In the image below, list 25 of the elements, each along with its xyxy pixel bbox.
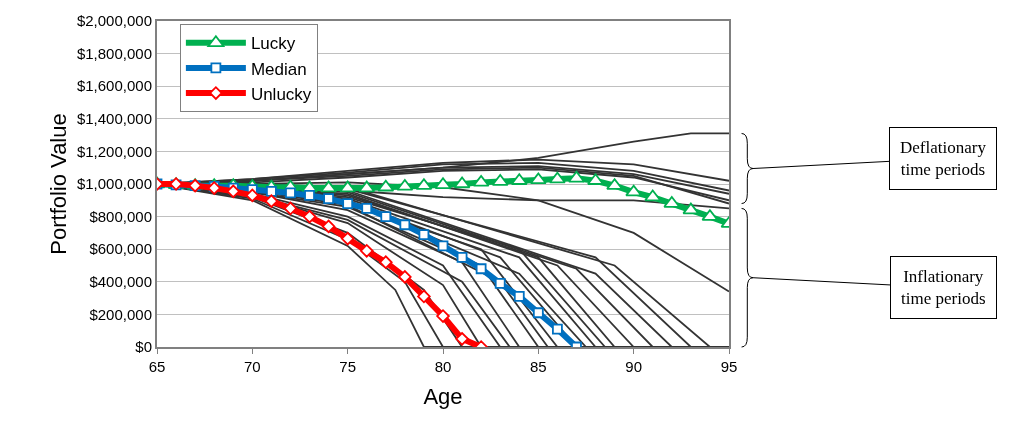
legend-label: Median [250, 59, 307, 79]
y-tick-label: $800,000 [89, 207, 152, 225]
y-tick-label: $400,000 [89, 273, 152, 291]
x-tick-label: 70 [243, 358, 261, 375]
y-tick-label: $2,000,000 [76, 12, 152, 30]
y-tick-label: $1,800,000 [76, 44, 152, 62]
x-tick-label: 85 [529, 358, 547, 375]
x-tick-label: 80 [434, 358, 452, 375]
x-tick-label: 65 [148, 358, 166, 375]
x-axis-title: Age [423, 384, 463, 410]
y-tick-label: $1,200,000 [76, 142, 152, 160]
y-tick-label: $1,400,000 [76, 110, 152, 128]
y-tick-label: $1,600,000 [76, 77, 152, 95]
text: Deflationary time periods [900, 138, 987, 180]
legend-label: Unlucky [250, 84, 312, 104]
text: Inflationary time periods [901, 267, 986, 309]
y-tick-label: $200,000 [89, 305, 152, 323]
legend-label: Lucky [250, 34, 296, 54]
y-tick-label: $1,000,000 [76, 175, 152, 193]
x-tick-label: 75 [339, 358, 357, 375]
x-tick-label: 95 [720, 358, 738, 375]
x-tick-label: 90 [625, 358, 643, 375]
y-tick-label: $600,000 [89, 240, 152, 258]
y-axis-title: Portfolio Value [46, 113, 72, 255]
y-tick-label: $0 [135, 338, 152, 356]
